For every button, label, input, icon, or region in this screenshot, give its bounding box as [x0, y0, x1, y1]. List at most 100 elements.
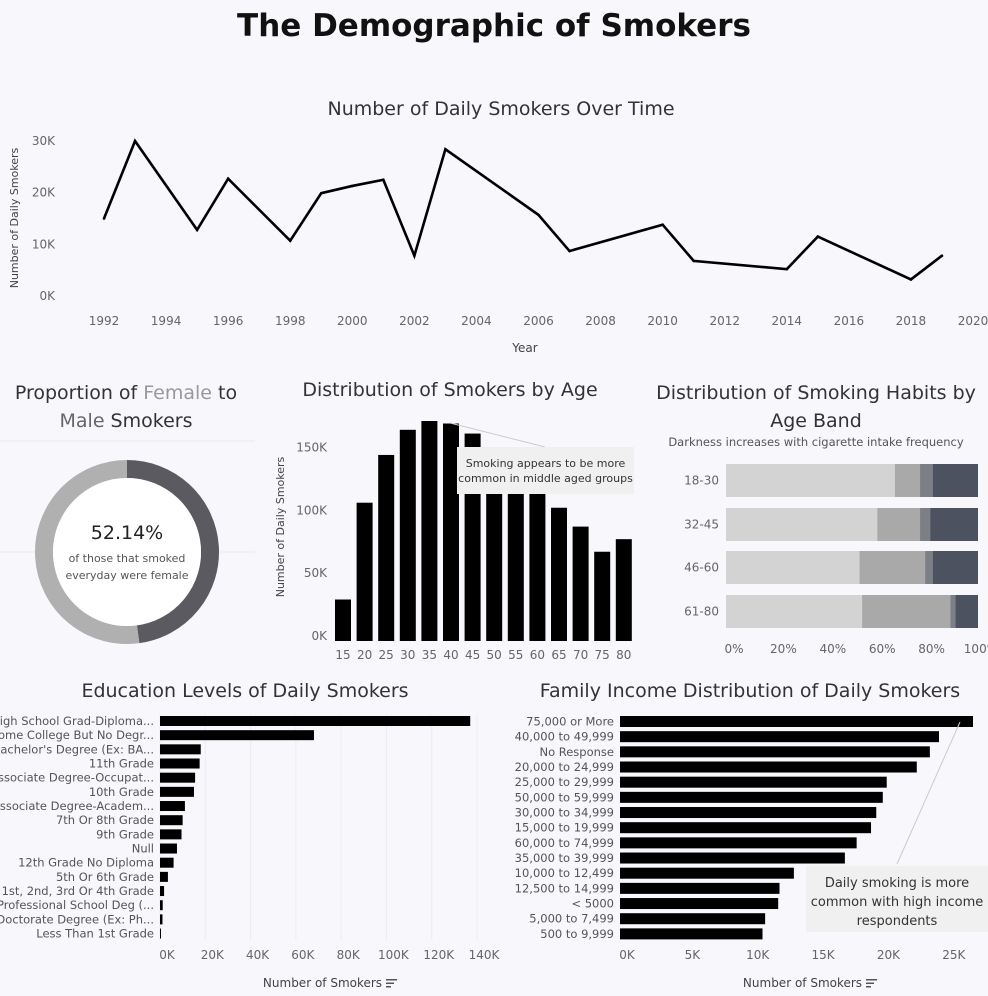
income-bar	[620, 898, 779, 910]
donut-center-text: of those that smoked everyday were femal…	[65, 552, 189, 582]
edu-bar	[160, 886, 165, 897]
age-chart-title: Distribution of Smokers by Age	[302, 379, 598, 401]
age-bar	[615, 539, 632, 641]
edu-bar	[160, 928, 161, 939]
line-x-tick: 1998	[275, 314, 306, 328]
income-bar	[620, 791, 883, 803]
edu-category-label: Null	[132, 842, 154, 856]
habits-row-label: 61-80	[684, 605, 719, 619]
income-category-label: 15,000 to 19,999	[515, 821, 614, 835]
edu-category-label: Less Than 1st Grade	[36, 927, 154, 941]
donut-center-value: 52.14%	[90, 522, 164, 544]
edu-x-tick: 60K	[291, 948, 315, 962]
age-bar	[507, 483, 524, 641]
income-annotation: Daily smoking is more common with high i…	[806, 866, 988, 932]
edu-bar	[160, 744, 201, 755]
income-bar	[620, 867, 794, 879]
habits-segment	[932, 551, 978, 584]
line-point	[692, 259, 695, 263]
income-category-label: 20,000 to 24,999	[515, 760, 614, 774]
income-category-label: 5,000 to 7,499	[529, 912, 614, 926]
income-category-label: 10,000 to 12,499	[515, 866, 614, 880]
habits-x-tick: 80%	[918, 642, 945, 656]
edu-category-label: High School Grad-Diploma...	[0, 714, 154, 728]
edu-bar	[160, 900, 163, 911]
edu-bar	[160, 772, 196, 783]
line-point	[133, 139, 137, 143]
line-point	[102, 217, 106, 220]
income-category-label: < 5000	[571, 897, 614, 911]
income-category-label: 60,000 to 74,999	[515, 836, 614, 850]
income-category-label: 12,500 to 14,999	[515, 881, 614, 895]
income-bar	[620, 776, 887, 788]
habits-segment	[862, 595, 951, 628]
edu-bar	[160, 843, 177, 854]
line-x-tick: 1992	[89, 314, 120, 328]
income-bar	[620, 913, 766, 925]
habits-row-label: 46-60	[684, 561, 719, 575]
income-x-tick: 25K	[942, 948, 966, 962]
edu-category-label: 7th Or 8th Grade	[56, 813, 154, 827]
edu-x-tick: 140K	[469, 948, 501, 962]
line-chart-title: Number of Daily Smokers Over Time	[327, 98, 675, 120]
income-x-tick: 20K	[877, 948, 901, 962]
age-x-tick: 50	[487, 648, 502, 662]
income-bar	[620, 837, 857, 849]
edu-category-label: 12th Grade No Diploma	[18, 856, 154, 870]
donut-hole	[53, 478, 201, 626]
edu-x-tick: 120K	[423, 948, 455, 962]
sort-icon[interactable]	[386, 979, 398, 988]
line-point	[195, 228, 199, 232]
annotation-line	[449, 422, 546, 448]
habits-chart-subtitle: Darkness increases with cigarette intake…	[668, 435, 964, 449]
donut-chart-title: Proportion of Female to Male Smokers	[14, 382, 238, 432]
line-x-tick: 2016	[834, 314, 865, 328]
age-bar	[335, 599, 351, 641]
line-series	[102, 138, 943, 281]
education-chart-title: Education Levels of Daily Smokers	[81, 680, 409, 702]
line-x-tick: 2006	[523, 314, 554, 328]
edu-category-label: 11th Grade	[89, 757, 154, 771]
age-x-tick: 45	[465, 648, 480, 662]
line-y-axis-label: Number of Daily Smokers	[8, 147, 21, 288]
line-point	[661, 223, 664, 226]
edu-x-tick: 80K	[337, 948, 361, 962]
edu-bar	[160, 730, 314, 741]
habits-x-tick: 60%	[869, 642, 896, 656]
line-y-tick: 0K	[39, 289, 56, 303]
sort-icon[interactable]	[866, 979, 878, 988]
edu-category-label: Some College But No Degr...	[0, 728, 154, 742]
line-x-tick: 2014	[772, 314, 803, 328]
income-x-tick: 5K	[685, 948, 702, 962]
line-x-tick: 2008	[585, 314, 616, 328]
income-x-tick: 10K	[746, 948, 770, 962]
habits-segment	[894, 464, 921, 497]
income-category-label: 500 to 9,999	[540, 927, 614, 941]
age-bar	[399, 429, 416, 641]
habits-segment	[920, 508, 931, 541]
edu-x-tick: 40K	[246, 948, 270, 962]
line-x-tick: 1994	[151, 314, 182, 328]
habits-chart-title: Distribution of Smoking Habits by Age Ba…	[656, 382, 976, 432]
line-point	[909, 278, 913, 281]
line-point	[350, 184, 354, 188]
edu-bar	[160, 758, 200, 769]
habits-row-label: 32-45	[684, 518, 719, 532]
income-category-label: 75,000 or More	[526, 715, 614, 729]
edu-category-label: Associate Degree-Occupat...	[0, 771, 154, 785]
education-x-axis-label: Number of Smokers	[230, 976, 430, 990]
habits-segment	[877, 508, 921, 541]
line-point	[226, 177, 230, 181]
edu-category-label: Associate Degree-Academ...	[0, 799, 154, 813]
line-point	[537, 213, 540, 217]
edu-bar	[160, 857, 174, 868]
line-y-tick: 10K	[32, 237, 56, 251]
habits-x-tick: 100%	[964, 642, 988, 656]
edu-bar	[160, 716, 471, 726]
line-point	[382, 178, 385, 182]
income-x-tick: 0K	[619, 948, 636, 962]
